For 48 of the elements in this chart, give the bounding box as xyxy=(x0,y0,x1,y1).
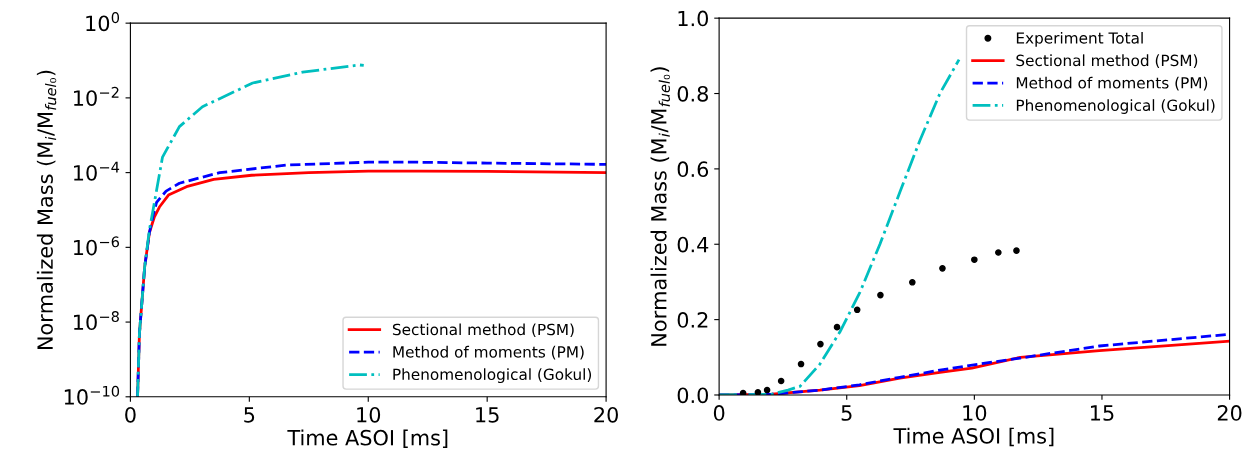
point xyxy=(797,360,805,368)
y-tick-label: 0.8 xyxy=(677,85,708,102)
point xyxy=(777,377,785,385)
legend-label: Sectional method (PSM) xyxy=(1016,54,1198,68)
y-tick-label: 10$^{0}$ xyxy=(86,12,120,32)
x-tick-label: 20 xyxy=(1217,405,1242,421)
x-tick-label: 5 xyxy=(244,407,255,423)
legend-label: Phenomenological (Gokul) xyxy=(393,368,592,384)
x-tick-label: 10 xyxy=(963,405,987,421)
x-tick-label: 15 xyxy=(476,407,499,423)
point xyxy=(995,249,1002,256)
point xyxy=(909,279,916,286)
point xyxy=(971,256,978,263)
x-tick-label: 20 xyxy=(594,406,618,423)
x-tick-label: 15 xyxy=(1091,405,1114,421)
x-axis-title: Time ASOI [ms] xyxy=(893,427,1054,447)
y-tick-label: 10$^{−10}$ xyxy=(64,385,120,405)
x-tick-label: 0 xyxy=(713,405,725,421)
point xyxy=(853,306,861,314)
y-axis-title: Normalized Mass (M$_{i}$/M$_{fuel₀}$) xyxy=(36,70,57,350)
y-tick-label: 10$^{−8}$ xyxy=(74,311,119,331)
legend-label: Phenomenological (Gokul) xyxy=(1016,99,1215,114)
y-axis-title: Normalized Mass (M$_{i}$/M$_{fuel₀}$) xyxy=(650,67,670,346)
y-tick-label: 10$^{−4}$ xyxy=(74,161,120,181)
legend-label: Method of moments (PM) xyxy=(1016,76,1208,91)
point xyxy=(754,389,762,395)
point xyxy=(817,340,824,348)
point xyxy=(877,291,884,299)
point xyxy=(739,389,747,395)
y-tick-label: 0.0 xyxy=(677,387,709,404)
legend-label: Experiment Total xyxy=(1016,31,1143,47)
y-tick-label: 10$^{−2}$ xyxy=(74,86,119,106)
point xyxy=(833,323,841,331)
legend-label: Sectional method (PSM) xyxy=(392,323,574,338)
y-tick-label: 0.4 xyxy=(677,236,709,253)
y-tick-label: 10$^{−6}$ xyxy=(74,236,120,256)
y-tick-label: 0.6 xyxy=(677,161,709,178)
line-series xyxy=(136,63,366,397)
point xyxy=(939,265,946,272)
y-tick-label: 0.2 xyxy=(677,312,708,328)
x-axis-title: Time ASOI [ms] xyxy=(287,429,448,449)
x-tick-label: 0 xyxy=(125,406,136,423)
legend-label: Method of moments (PM) xyxy=(393,345,584,360)
y-tick-label: 1.0 xyxy=(678,10,709,27)
point xyxy=(1013,247,1020,254)
x-tick-label: 5 xyxy=(841,405,852,421)
point xyxy=(763,386,771,394)
x-tick-label: 10 xyxy=(357,406,381,423)
